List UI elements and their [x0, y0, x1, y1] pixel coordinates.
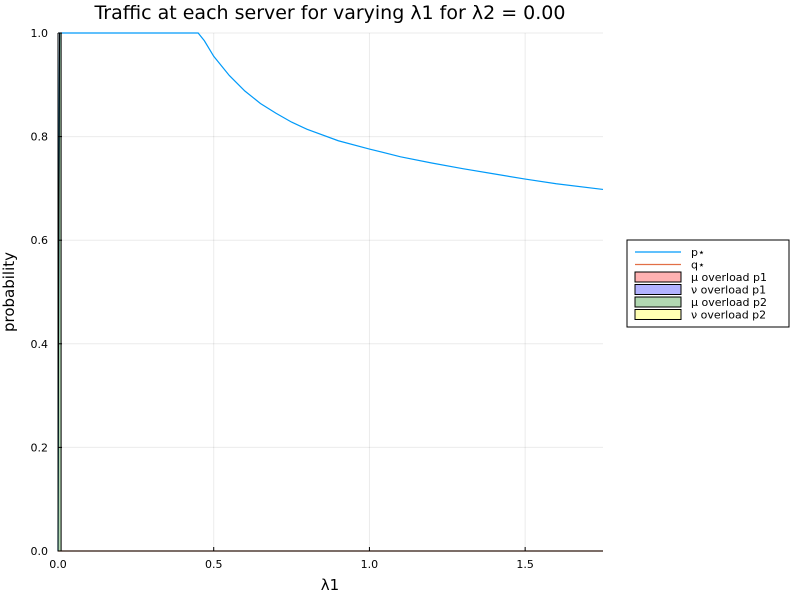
legend-swatch-5	[634, 309, 682, 320]
grid	[57, 32, 603, 552]
y-tick-label: 0.4	[31, 338, 49, 351]
legend-swatch-3	[634, 284, 682, 295]
series-line-0	[57, 32, 604, 552]
legend-label-5: ν overload p2	[691, 309, 766, 322]
x-tick-label: 0.0	[49, 558, 67, 571]
x-tick-label: 1.5	[516, 558, 534, 571]
y-tick-label: 0.6	[31, 234, 49, 247]
legend-swatch-2	[634, 271, 682, 283]
legend: p⋆q⋆μ overload p1ν overload p1μ overload…	[626, 239, 790, 328]
x-tick-label: 0.5	[205, 558, 223, 571]
x-tick-label: 1.0	[361, 558, 379, 571]
legend-label-4: μ overload p2	[691, 296, 767, 309]
y-tick-label: 0.0	[31, 545, 49, 558]
legend-box	[626, 239, 790, 328]
y-tick-label: 0.8	[31, 131, 49, 144]
y-tick-label: 0.2	[31, 441, 49, 454]
y-axis-label: probability	[0, 252, 18, 332]
y-tick-label: 1.0	[31, 27, 49, 40]
legend-label-0: p⋆	[691, 246, 705, 259]
legend-label-2: μ overload p1	[691, 271, 767, 284]
legend-swatch-4	[634, 296, 682, 308]
legend-label-1: q⋆	[691, 259, 705, 272]
axes: 0.0 0.5 1.0 1.5 0.0 0.2 0.4 0.6 0.8 1.0	[31, 27, 603, 571]
chart-title: Traffic at each server for varying λ1 fo…	[93, 2, 565, 24]
x-axis-label: λ1	[321, 576, 339, 594]
legend-label-3: ν overload p1	[691, 284, 766, 297]
